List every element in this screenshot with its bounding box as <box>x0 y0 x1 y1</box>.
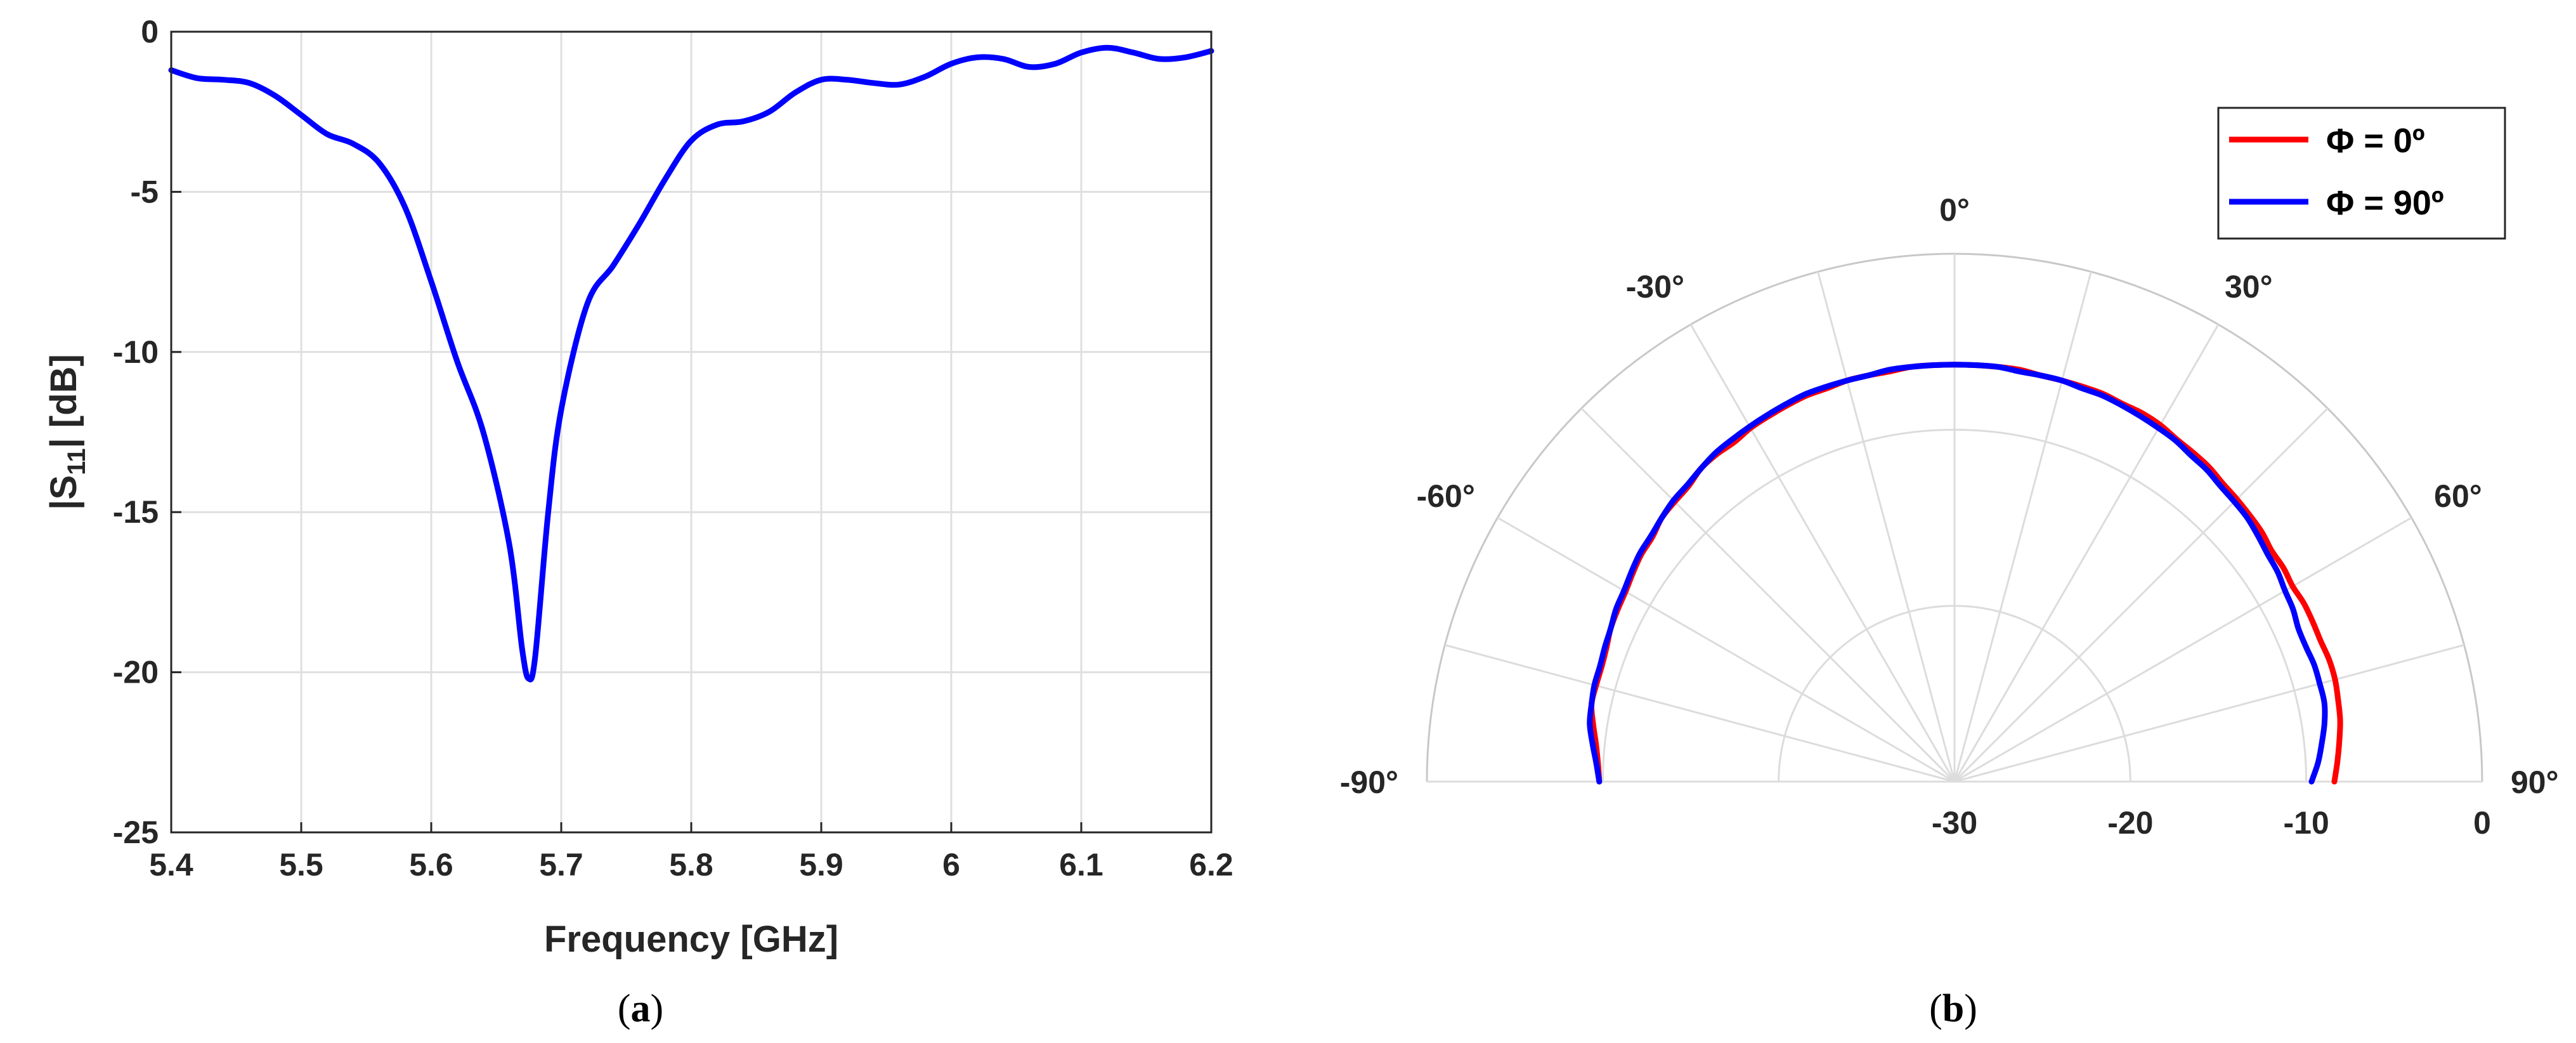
x-tick-label: 5.9 <box>799 847 843 882</box>
legend-box <box>2217 107 2506 240</box>
y-tick-label: -5 <box>131 174 159 209</box>
x-tick-label: 5.6 <box>409 847 453 882</box>
angle-tick-label: 60° <box>2434 478 2482 514</box>
panel-a-s11-plot: 5.4 5.5 5.6 5.7 5.8 5.9 6 6.1 6.2 0 -5 -10 -15 -20 -25… <box>43 14 1233 1030</box>
pattern-phi90-curve <box>1587 362 2328 785</box>
angular-gridline <box>1954 516 2412 783</box>
legend-label-phi0: Φ = 0º <box>2326 122 2425 160</box>
x-tick-label: 5.4 <box>149 847 193 882</box>
angle-tick-label: -90° <box>1340 764 1398 800</box>
angular-gridline <box>1953 407 2329 783</box>
x-tick-label: 5.5 <box>279 847 323 882</box>
s11-curve <box>168 44 1214 683</box>
panel-b-series <box>1587 362 2343 785</box>
panel-b-polar-plot: -90° -60° -30° 0° 30° 60° 90° -30 -20 -10 0 Φ = 0º… <box>1340 107 2559 1030</box>
radial-tick-label: 0 <box>2473 805 2491 841</box>
panel-b-polar-grid <box>1426 253 2483 783</box>
panel-a-x-axis-label: Frequency [GHz] <box>544 919 838 960</box>
angle-tick-label: -30° <box>1626 269 1684 305</box>
angular-gridline <box>1953 271 2092 782</box>
y-tick-label: -25 <box>113 815 159 850</box>
radial-tick-label: -30 <box>1932 805 1977 841</box>
y-tick-label: -10 <box>113 334 159 370</box>
x-tick-label: 6.1 <box>1059 847 1103 882</box>
y-tick-label: 0 <box>141 14 159 49</box>
y-tick-label: -20 <box>113 655 159 690</box>
angular-gridline <box>1817 271 1956 782</box>
panel-b-tick-labels: -90° -60° -30° 0° 30° 60° 90° -30 -20 -10 0 <box>1340 192 2559 841</box>
y-tick-label: -15 <box>113 494 159 530</box>
x-tick-label: 6 <box>942 847 960 882</box>
panel-a-series <box>168 44 1214 683</box>
angular-gridline <box>1954 644 2465 783</box>
legend-label-phi90: Φ = 90º <box>2326 184 2444 222</box>
panel-b-caption: (b) <box>1929 987 1977 1030</box>
angle-tick-label: 90° <box>2511 764 2559 800</box>
angle-tick-label: 0° <box>1939 192 1970 228</box>
angle-tick-label: 30° <box>2225 269 2273 305</box>
panel-a-y-axis-label: |S11| [dB] <box>43 354 91 510</box>
angular-gridline <box>1953 324 2220 782</box>
angular-gridline <box>1444 644 1955 783</box>
x-tick-label: 5.8 <box>669 847 713 882</box>
panel-a-grid <box>170 30 1213 834</box>
x-tick-label: 5.7 <box>539 847 583 882</box>
angular-gridline <box>1497 516 1955 783</box>
radial-tick-label: -20 <box>2107 805 2153 841</box>
angular-gridline <box>1580 407 1956 783</box>
panel-a-axes-box <box>170 30 1213 834</box>
angular-gridline <box>1689 324 1956 782</box>
x-tick-label: 6.2 <box>1189 847 1233 882</box>
panel-b-legend: Φ = 0º Φ = 90º <box>2217 107 2506 240</box>
panel-a-caption: (a) <box>618 987 663 1030</box>
panel-a-tick-labels: 5.4 5.5 5.6 5.7 5.8 5.9 6 6.1 6.2 0 -5 -10 -15 -20 -25 <box>113 14 1233 882</box>
radial-tick-label: -10 <box>2284 805 2329 841</box>
angle-tick-label: -60° <box>1417 478 1475 514</box>
